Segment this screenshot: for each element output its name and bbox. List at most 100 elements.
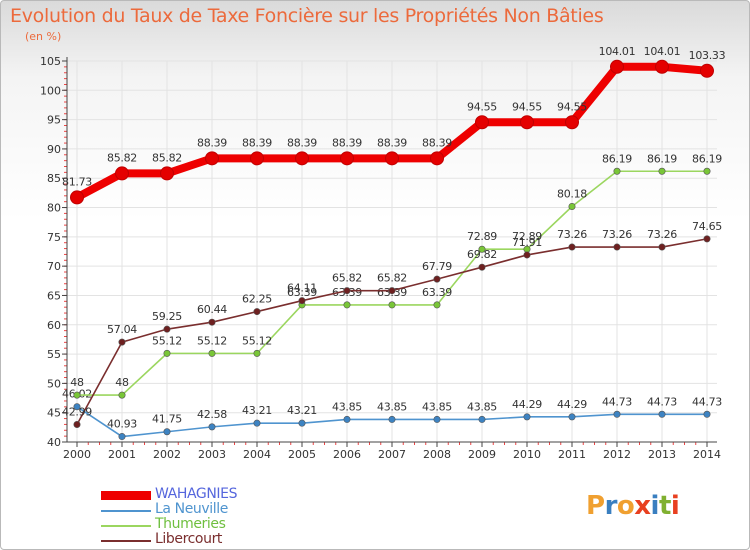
data-label-libercourt: 73.26	[557, 228, 587, 241]
legend-label-la-neuville: La Neuville	[155, 501, 228, 517]
data-label-la-neuville: 43.85	[332, 400, 362, 413]
data-label-thumeries: 55.12	[242, 334, 272, 347]
logo-letter: t	[658, 491, 671, 521]
x-tick-label: 2013	[648, 448, 676, 461]
data-point-la-neuville	[523, 413, 531, 421]
y-tick-label: 50	[47, 377, 61, 390]
data-point-wahagnies	[565, 115, 579, 130]
y-axis-unit: (en %)	[25, 30, 62, 43]
data-point-la-neuville	[568, 413, 576, 421]
y-tick-label: 70	[47, 260, 61, 273]
data-point-thumeries	[253, 349, 261, 357]
data-point-wahagnies	[160, 166, 174, 181]
data-label-thumeries: 86.19	[692, 152, 722, 165]
chart-title: Evolution du Taux de Taxe Foncière sur l…	[10, 5, 604, 27]
data-point-la-neuville	[658, 410, 666, 418]
x-tick-label: 2014	[693, 448, 721, 461]
legend-label-wahagnies: WAHAGNIES	[155, 486, 238, 502]
proxiti-logo: Proxiti	[586, 491, 680, 521]
x-tick-label: 2004	[243, 448, 271, 461]
data-point-libercourt	[253, 308, 261, 316]
data-label-libercourt: 71.91	[512, 236, 542, 249]
data-label-thumeries: 63.39	[287, 286, 317, 299]
data-label-wahagnies: 104.01	[599, 45, 636, 58]
data-point-la-neuville	[208, 423, 216, 431]
data-point-la-neuville	[73, 403, 81, 411]
logo-letter: i	[670, 491, 680, 521]
data-point-libercourt	[613, 243, 621, 251]
y-tick-label: 95	[47, 114, 61, 127]
legend-label-thumeries: Thumeries	[155, 516, 226, 532]
data-label-libercourt: 67.79	[422, 260, 452, 273]
data-point-libercourt	[208, 318, 216, 326]
y-tick-label: 100	[40, 84, 61, 97]
x-tick-label: 2007	[378, 448, 406, 461]
data-point-libercourt	[163, 325, 171, 333]
logo-letter: i	[650, 491, 660, 521]
data-label-thumeries: 55.12	[152, 334, 182, 347]
data-label-wahagnies: 88.39	[422, 136, 452, 149]
data-label-wahagnies: 88.39	[242, 136, 272, 149]
data-point-wahagnies	[250, 151, 264, 166]
data-label-wahagnies: 81.73	[62, 175, 92, 188]
data-label-wahagnies: 85.82	[107, 151, 137, 164]
data-point-libercourt	[568, 243, 576, 251]
y-tick-label: 105	[40, 55, 61, 68]
data-point-libercourt	[343, 287, 351, 295]
x-tick-label: 2005	[288, 448, 316, 461]
x-tick-label: 2008	[423, 448, 451, 461]
data-point-la-neuville	[703, 410, 711, 418]
data-label-libercourt: 65.82	[332, 272, 362, 285]
data-point-wahagnies	[475, 115, 489, 130]
data-point-wahagnies	[70, 190, 84, 205]
data-point-libercourt	[658, 243, 666, 251]
y-tick-label: 90	[47, 143, 61, 156]
data-point-thumeries	[118, 391, 126, 399]
y-tick-label: 75	[47, 231, 61, 244]
data-label-la-neuville: 43.85	[422, 400, 452, 413]
data-point-wahagnies	[700, 63, 714, 78]
x-tick-label: 2011	[558, 448, 586, 461]
data-label-libercourt: 57.04	[107, 323, 137, 336]
legend-swatch-wahagnies	[101, 491, 151, 500]
data-label-libercourt: 60.44	[197, 303, 227, 316]
legend-label-libercourt: Libercourt	[155, 531, 223, 547]
logo-letter: P	[586, 491, 605, 521]
data-label-libercourt: 69.82	[467, 248, 497, 261]
data-point-libercourt	[478, 263, 486, 271]
data-point-wahagnies	[205, 151, 219, 166]
data-label-thumeries: 86.19	[647, 152, 677, 165]
x-tick-label: 2010	[513, 448, 541, 461]
data-point-wahagnies	[520, 115, 534, 130]
data-point-libercourt	[298, 297, 306, 305]
data-point-la-neuville	[343, 415, 351, 423]
data-point-thumeries	[658, 167, 666, 175]
x-tick-label: 2006	[333, 448, 361, 461]
data-point-libercourt	[118, 338, 126, 346]
x-tick-label: 2009	[468, 448, 496, 461]
data-label-wahagnies: 85.82	[152, 151, 182, 164]
data-point-thumeries	[388, 301, 396, 309]
data-point-libercourt	[433, 275, 441, 283]
data-label-wahagnies: 94.55	[467, 100, 497, 113]
y-tick-label: 85	[47, 172, 61, 185]
data-label-wahagnies: 88.39	[287, 136, 317, 149]
data-point-thumeries	[613, 167, 621, 175]
logo-letter: x	[634, 491, 651, 521]
data-label-thumeries: 55.12	[197, 334, 227, 347]
data-label-libercourt: 59.25	[152, 310, 182, 323]
data-point-wahagnies	[610, 59, 624, 74]
data-label-la-neuville: 43.21	[287, 404, 317, 417]
data-point-libercourt	[388, 287, 396, 295]
legend-swatch-thumeries	[101, 525, 151, 527]
data-label-wahagnies: 103.33	[689, 49, 726, 62]
data-point-thumeries	[703, 167, 711, 175]
data-label-la-neuville: 43.85	[377, 400, 407, 413]
legend-swatch-libercourt	[101, 540, 151, 542]
y-tick-label: 40	[47, 436, 61, 449]
data-label-la-neuville: 44.29	[512, 398, 542, 411]
data-label-libercourt: 62.25	[242, 293, 272, 306]
data-point-wahagnies	[295, 151, 309, 166]
